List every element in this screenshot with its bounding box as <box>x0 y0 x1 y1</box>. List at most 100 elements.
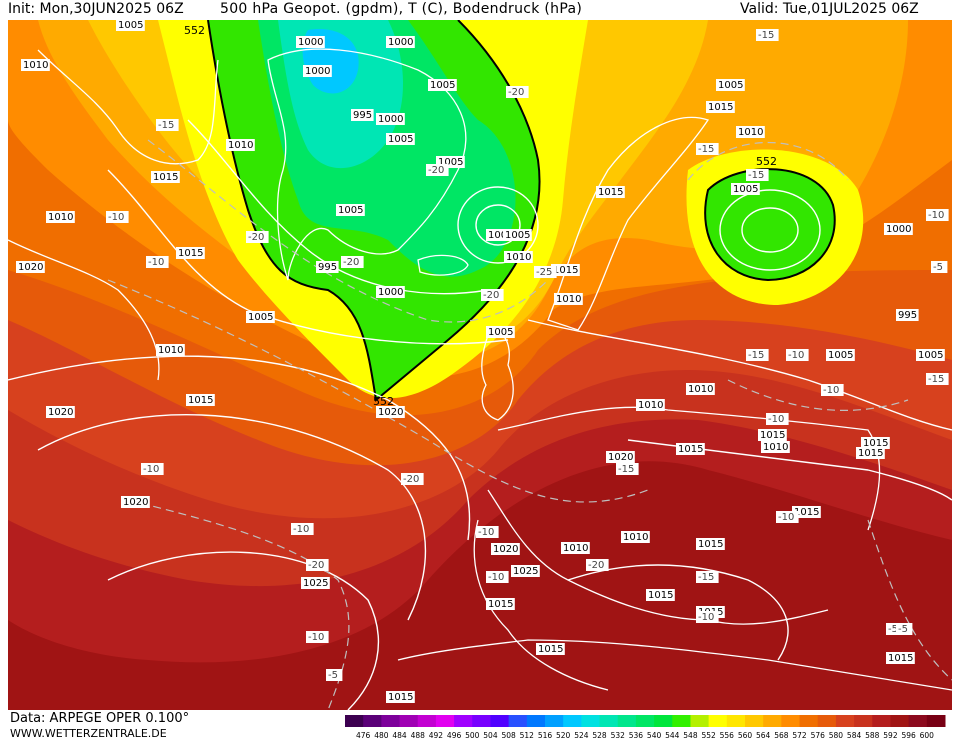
colorbar-swatch <box>454 715 473 727</box>
svg-text:1015: 1015 <box>698 539 723 550</box>
svg-text:-15: -15 <box>158 120 174 131</box>
valid-time-label: Valid: Tue,01JUL2025 06Z <box>740 1 919 17</box>
colorbar-tick-label: 576 <box>811 731 826 740</box>
svg-text:1020: 1020 <box>378 407 403 418</box>
data-source-label: Data: ARPEGE OPER 0.100° <box>10 711 190 726</box>
isobar-label: 1015 <box>551 264 580 276</box>
colorbar-swatch <box>672 715 691 727</box>
colorbar-tick-label: 532 <box>611 731 626 740</box>
isotherm-label: -25 <box>534 266 557 278</box>
svg-text:1010: 1010 <box>688 384 713 395</box>
isotherm-label: -10 <box>696 611 719 623</box>
svg-text:1020: 1020 <box>493 544 518 555</box>
isobar-label: 995 <box>351 109 374 121</box>
isotherm-label: -20 <box>481 289 504 301</box>
colorbar-swatch <box>508 715 528 727</box>
colorbar-tick-label: 580 <box>829 731 844 740</box>
svg-text:1015: 1015 <box>678 444 703 455</box>
isotherm-label: -10 <box>486 571 509 583</box>
isobar-label: 1000 <box>376 286 405 298</box>
colorbar-tick-label: 520 <box>556 731 571 740</box>
colorbar-tick-label: 488 <box>411 731 426 740</box>
isobar-label: 1005 <box>826 349 855 361</box>
colorbar-tick-label: 540 <box>647 731 662 740</box>
isobar-label: 995 <box>896 309 919 321</box>
colorbar-swatch <box>763 715 782 727</box>
africa-coast <box>397 639 952 691</box>
isobar-label: 1015 <box>486 598 515 610</box>
svg-text:1015: 1015 <box>858 448 883 459</box>
isotherm-label: -10 <box>141 463 164 475</box>
isotherm-label: -10 <box>476 526 499 538</box>
isotherm-label: -10 <box>821 384 844 396</box>
isobars <box>8 119 952 710</box>
svg-text:-10: -10 <box>698 612 714 623</box>
colorbar-swatch <box>435 715 455 727</box>
svg-text:-20: -20 <box>403 474 419 485</box>
colorbar-tick-label: 528 <box>592 731 607 740</box>
svg-text:1010: 1010 <box>738 127 763 138</box>
colorbar-tick-label: 496 <box>447 731 462 740</box>
svg-text:1005: 1005 <box>118 20 143 31</box>
svg-text:-10: -10 <box>143 464 159 475</box>
colorbar-swatch <box>726 715 746 727</box>
svg-text:1015: 1015 <box>598 187 623 198</box>
svg-text:-15: -15 <box>698 144 714 155</box>
isobar-label: 1015 <box>886 652 915 664</box>
isobar-label: 1015 <box>856 447 885 459</box>
isobar-label: 1010 <box>736 126 765 138</box>
svg-text:1005: 1005 <box>388 134 413 145</box>
svg-text:1000: 1000 <box>488 230 513 241</box>
isotherm-label: -20 <box>401 473 424 485</box>
isobar-label: 1010 <box>621 531 650 543</box>
colorbar-tick-label: 544 <box>665 731 680 740</box>
svg-text:1015: 1015 <box>863 438 888 449</box>
contour-552 <box>207 20 541 402</box>
uk-coast <box>481 331 514 421</box>
svg-text:-20: -20 <box>248 232 264 243</box>
svg-text:995: 995 <box>318 262 337 273</box>
colorbar-swatch <box>781 715 801 727</box>
colorbar-swatch <box>708 715 728 727</box>
website-label: WWW.WETTERZENTRALE.DE <box>10 727 167 740</box>
colorbar-tick-label: 484 <box>392 731 407 740</box>
contour-552-east <box>704 168 836 282</box>
svg-text:995: 995 <box>353 110 372 121</box>
svg-text:1010: 1010 <box>23 60 48 71</box>
svg-text:1020: 1020 <box>18 262 43 273</box>
scandinavia-coast <box>547 116 710 331</box>
isobar-label: 1005 <box>731 183 760 195</box>
svg-text:-5: -5 <box>898 624 908 635</box>
colorbar-tick-label: 492 <box>429 731 444 740</box>
svg-text:1005: 1005 <box>248 312 273 323</box>
isotherm-label: -10 <box>306 631 329 643</box>
isotherm-label: -5 <box>931 261 948 273</box>
svg-text:-15: -15 <box>698 572 714 583</box>
colorbar-swatch <box>417 715 437 727</box>
isobar-label: 1005 <box>116 20 145 31</box>
svg-text:-5: -5 <box>888 624 898 635</box>
isobar-label: 1005 <box>246 311 275 323</box>
svg-text:-15: -15 <box>928 374 944 385</box>
svg-text:1015: 1015 <box>794 507 819 518</box>
colorbar-tick-label: 596 <box>901 731 916 740</box>
isotherm-label: -5 <box>326 669 343 681</box>
colorbar-tick-label: 512 <box>520 731 535 740</box>
svg-text:1010: 1010 <box>228 140 253 151</box>
svg-text:-20: -20 <box>343 257 359 268</box>
isotherm-label: -15 <box>756 29 779 41</box>
label-552-north: 552 <box>184 24 205 37</box>
svg-text:1020: 1020 <box>123 497 148 508</box>
svg-text:-10: -10 <box>823 385 839 396</box>
svg-text:-10: -10 <box>478 527 494 538</box>
colorbar-swatch <box>617 715 637 727</box>
svg-text:1015: 1015 <box>708 102 733 113</box>
colorbar-swatch <box>345 715 364 727</box>
svg-text:-10: -10 <box>928 210 944 221</box>
svg-text:-10: -10 <box>768 414 784 425</box>
isotherm-label: -20 <box>306 559 329 571</box>
weather-map[interactable]: 552 552 552 1005 1000 1000 1000 1010 1005 995 1… <box>8 20 952 710</box>
isotherm-label: -20 <box>586 559 609 571</box>
svg-text:-5: -5 <box>328 670 338 681</box>
